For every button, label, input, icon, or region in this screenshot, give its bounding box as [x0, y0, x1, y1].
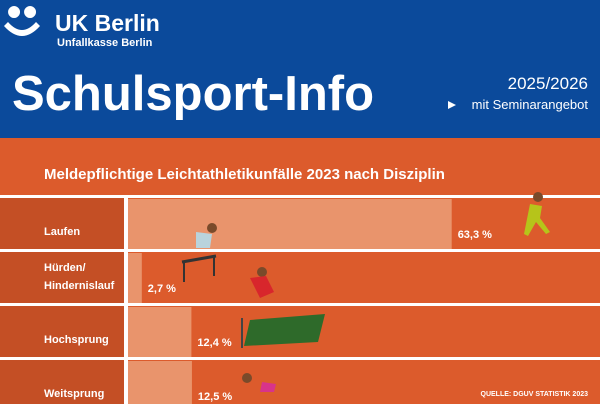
header-band [0, 0, 600, 138]
hurdle [181, 254, 217, 264]
value-label: 12,4 % [197, 337, 232, 349]
brand-sub: Unfallkasse Berlin [57, 37, 153, 49]
label-column [0, 196, 124, 404]
category-label: Laufen [44, 226, 81, 238]
bar [128, 199, 452, 249]
hurdler-body [196, 232, 212, 248]
value-label: 12,5 % [197, 391, 233, 403]
category-label: Hürden/ Hindernislauf [44, 262, 115, 292]
hurdler [207, 223, 217, 233]
jumper [257, 267, 267, 277]
long-jumper-body [260, 382, 276, 392]
category-label: Hochsprung [44, 334, 109, 346]
divider [124, 196, 128, 404]
value-label: 2,7 % [147, 283, 176, 295]
high-jump-mat [244, 314, 325, 346]
lane-line [0, 357, 600, 360]
runner [533, 192, 543, 202]
chart-title: Meldepflichtige Leichtathletikunfälle 20… [44, 166, 445, 183]
value-label: 63,3 % [457, 229, 492, 241]
arrow-icon [448, 101, 456, 109]
logo-icon [4, 6, 40, 36]
bar [128, 307, 192, 357]
lane-line [0, 249, 600, 252]
year: 2025/2026 [507, 74, 588, 93]
bar [128, 361, 192, 404]
lane-line [0, 195, 600, 198]
brand: UK Berlin [55, 10, 160, 36]
note: mit Seminarangebot [471, 97, 588, 112]
runner-body [524, 204, 550, 236]
long-jumper [242, 373, 252, 383]
category-label: Weitsprung [44, 388, 105, 400]
bar [128, 253, 142, 303]
source: QUELLE: DGUV STATISTIK 2023 [480, 391, 588, 398]
jumper-body [250, 276, 274, 298]
page-title: Schulsport-Info [12, 67, 375, 121]
lane-line [0, 303, 600, 306]
